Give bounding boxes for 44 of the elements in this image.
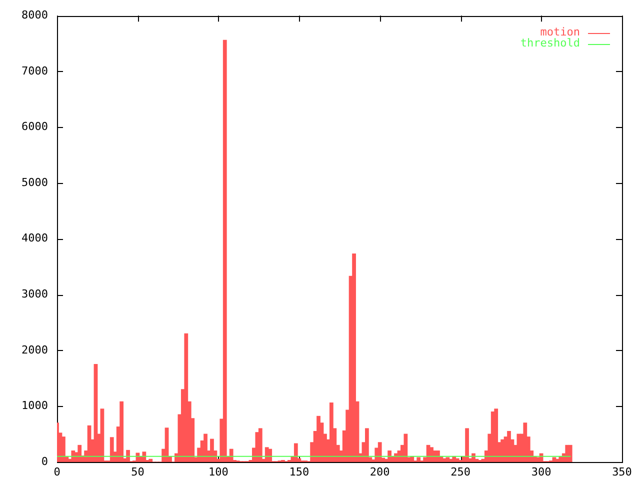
x-tick-label: 350: [612, 465, 632, 478]
bar: [148, 458, 153, 462]
x-tick-label: 250: [450, 465, 471, 478]
bar: [568, 444, 572, 462]
bar: [62, 436, 66, 462]
bar: [142, 452, 146, 462]
bar: [258, 428, 262, 462]
bar: [184, 333, 188, 462]
y-tick-label: 5000: [22, 176, 48, 189]
bar: [352, 254, 356, 462]
x-tick-label: 50: [131, 465, 144, 478]
y-tick-label: 8000: [22, 8, 48, 22]
bar: [365, 428, 369, 462]
bar: [229, 448, 234, 462]
bar: [404, 434, 408, 462]
y-tick-label: 6000: [22, 120, 48, 134]
bar: [78, 444, 82, 462]
bar: [494, 408, 498, 462]
bar: [378, 442, 382, 462]
bar: [268, 448, 272, 462]
y-tick-label: 4000: [22, 232, 48, 245]
legend-label: motion: [540, 25, 580, 38]
bar: [222, 40, 227, 462]
bar: [446, 457, 450, 462]
bar: [416, 457, 421, 462]
x-tick-label: 100: [208, 465, 228, 478]
y-tick-label: 2000: [22, 343, 48, 356]
bar: [204, 434, 208, 462]
legend-label: threshold: [520, 36, 580, 50]
x-tick-label: 200: [370, 465, 390, 478]
bar: [465, 428, 469, 462]
bar: [120, 401, 124, 462]
x-tick-label: 150: [289, 465, 310, 478]
y-tick-label: 7000: [22, 64, 48, 78]
bar: [316, 416, 320, 462]
bar: [210, 438, 214, 462]
y-tick-label: 0: [41, 454, 48, 468]
bar: [523, 422, 528, 462]
y-tick-label: 1000: [22, 399, 48, 412]
bar: [126, 450, 130, 462]
y-tick-label: 3000: [22, 287, 48, 300]
bar: [294, 443, 298, 462]
x-tick-label: 300: [531, 465, 552, 478]
x-tick-label: 0: [54, 465, 60, 478]
